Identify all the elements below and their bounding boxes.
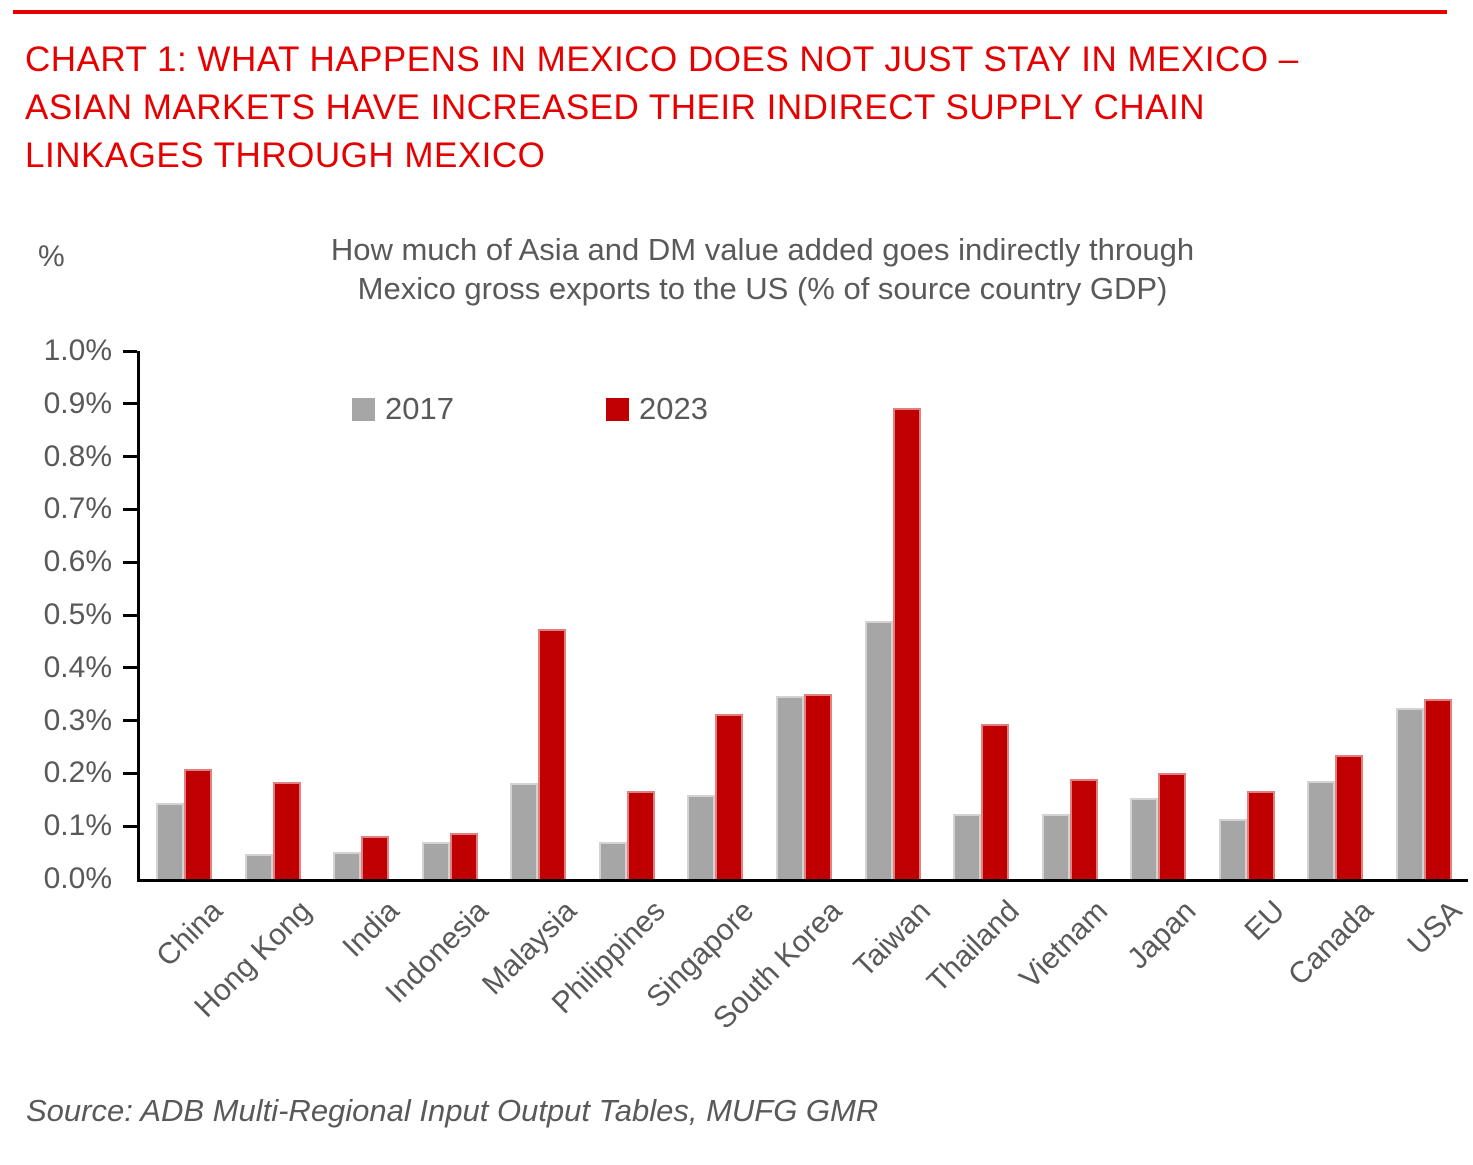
bar-2023-hong-kong bbox=[272, 781, 301, 879]
page-title-line: LINKAGES THROUGH MEXICO bbox=[25, 136, 546, 175]
legend-label: 2023 bbox=[638, 391, 708, 426]
y-axis-tick bbox=[123, 824, 137, 828]
bar-2023-taiwan bbox=[892, 407, 921, 879]
bar-2017-philippines bbox=[598, 842, 627, 879]
bar-2023-malaysia bbox=[538, 628, 567, 879]
bar-2017-thailand bbox=[953, 813, 982, 879]
y-axis-tick bbox=[123, 455, 137, 459]
bar-2017-malaysia bbox=[510, 782, 539, 879]
bar-2017-taiwan bbox=[864, 621, 893, 879]
bar-2017-eu bbox=[1218, 818, 1247, 879]
bar-2023-eu bbox=[1246, 790, 1275, 879]
y-axis-tick bbox=[123, 771, 137, 775]
legend-swatch-icon bbox=[352, 397, 375, 421]
y-axis-tick bbox=[123, 402, 137, 406]
x-axis-category-label: Thailand bbox=[920, 894, 1026, 999]
bar-2023-china bbox=[184, 768, 213, 879]
legend-item-2017: 2017 bbox=[352, 391, 454, 427]
chart-subtitle-line: Mexico gross exports to the US (% of sou… bbox=[357, 271, 1168, 306]
bar-2023-usa bbox=[1423, 699, 1452, 879]
x-axis-category-label: Taiwan bbox=[847, 894, 938, 984]
bar-2023-canada bbox=[1335, 755, 1364, 879]
y-axis-tick-label: 0.8% bbox=[43, 439, 112, 473]
bar-2017-japan bbox=[1130, 797, 1159, 879]
y-axis-tick-label: 0.4% bbox=[43, 650, 112, 684]
y-axis-tick-label: 0.2% bbox=[43, 756, 112, 790]
y-axis-tick bbox=[123, 613, 137, 617]
y-axis-unit-label: % bbox=[38, 240, 65, 273]
source-note: Source: ADB Multi-Regional Input Output … bbox=[26, 1093, 879, 1128]
x-axis-category-label: EU bbox=[1238, 894, 1292, 948]
x-axis-category-label: Japan bbox=[1121, 894, 1203, 976]
y-axis-tick-label: 0.1% bbox=[43, 809, 112, 843]
x-axis-category-label: India bbox=[336, 894, 406, 964]
x-axis-category-label: China bbox=[150, 894, 229, 974]
legend-label: 2017 bbox=[385, 391, 454, 426]
bar-2017-canada bbox=[1307, 780, 1336, 879]
bar-2023-philippines bbox=[626, 790, 655, 879]
bar-2017-indonesia bbox=[421, 842, 450, 879]
y-axis-tick bbox=[123, 560, 137, 564]
y-axis-tick bbox=[123, 349, 137, 353]
bar-2017-vietnam bbox=[1041, 813, 1070, 879]
chart-subtitle: How much of Asia and DM value added goes… bbox=[110, 230, 1415, 308]
bar-2023-thailand bbox=[981, 723, 1010, 879]
chart-legend: 2017 2023 bbox=[352, 391, 708, 427]
bar-2023-singapore bbox=[715, 714, 744, 879]
plot-area: 2017 2023 0.0% 0.1% 0.2% 0.3% 0.4% 0.5% 0.6% 0.7… bbox=[44, 336, 1469, 1036]
bar-2023-south-korea bbox=[804, 693, 832, 879]
bar-2017-hong-kong bbox=[244, 854, 273, 879]
top-rule-divider bbox=[13, 10, 1447, 14]
y-axis-tick-label: 0.5% bbox=[43, 598, 112, 631]
legend-item-2023: 2023 bbox=[605, 391, 708, 427]
bar-2017-india bbox=[333, 852, 362, 879]
y-axis-tick-label: 0.9% bbox=[43, 386, 112, 420]
bar-2023-india bbox=[361, 835, 390, 879]
y-axis-tick bbox=[123, 719, 137, 723]
y-axis-tick-label: 0.0% bbox=[43, 862, 112, 895]
chart-subtitle-line: How much of Asia and DM value added goes… bbox=[330, 232, 1195, 267]
y-axis-tick-label: 0.3% bbox=[43, 703, 112, 737]
bar-2023-japan bbox=[1158, 772, 1187, 879]
bar-2017-usa bbox=[1395, 708, 1424, 879]
page-title-line: ASIAN MARKETS HAVE INCREASED THEIR INDIR… bbox=[25, 88, 1206, 127]
legend-swatch-icon bbox=[605, 397, 629, 421]
y-axis-tick-label: 0.6% bbox=[43, 545, 112, 579]
bar-2017-china bbox=[156, 802, 185, 879]
x-axis-category-label: Vietnam bbox=[1013, 894, 1115, 996]
bar-2017-south-korea bbox=[776, 695, 804, 879]
bar-2023-vietnam bbox=[1069, 778, 1098, 879]
x-axis-category-label: USA bbox=[1401, 894, 1469, 962]
x-axis-category-label: Canada bbox=[1282, 894, 1380, 992]
y-axis-tick-label: 0.7% bbox=[43, 492, 112, 526]
y-axis-tick bbox=[123, 507, 137, 511]
y-axis-tick bbox=[123, 666, 137, 670]
y-axis-tick-label: 1.0% bbox=[43, 334, 112, 367]
bar-2023-indonesia bbox=[449, 833, 478, 879]
page-title-line: CHART 1: WHAT HAPPENS IN MEXICO DOES NOT… bbox=[25, 40, 1299, 79]
page-title: CHART 1: WHAT HAPPENS IN MEXICO DOES NOT… bbox=[25, 36, 1445, 180]
bar-2017-singapore bbox=[687, 795, 716, 879]
